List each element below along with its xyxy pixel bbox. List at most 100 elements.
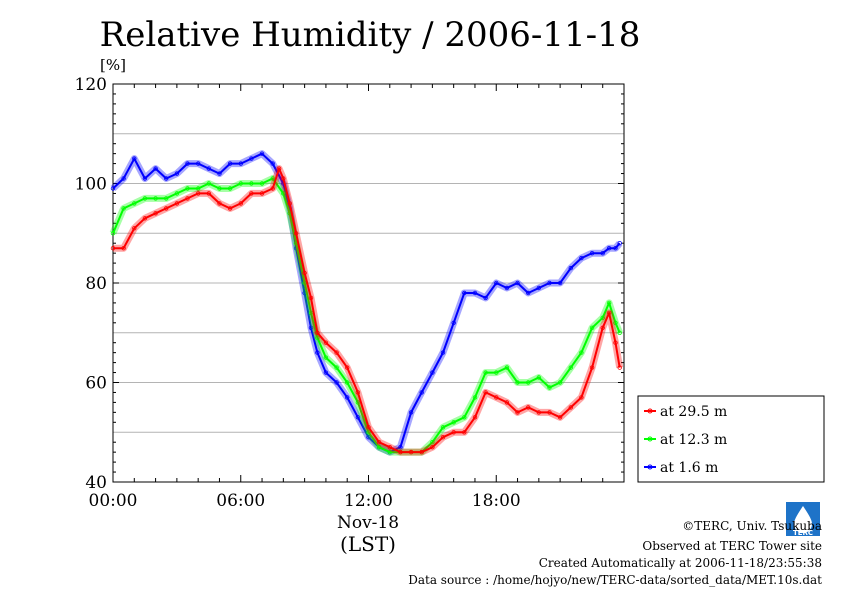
- data-point: [238, 181, 243, 186]
- x-axis-title: (LST): [340, 532, 396, 556]
- data-point: [281, 191, 286, 196]
- data-point: [366, 425, 371, 430]
- footer-copyright: ©TERC, Univ. Tsukuba: [682, 519, 822, 533]
- data-point: [153, 211, 158, 216]
- data-point: [408, 449, 414, 455]
- data-point: [121, 176, 126, 181]
- data-point: [515, 380, 520, 385]
- data-point: [376, 445, 382, 450]
- data-point: [589, 250, 595, 256]
- footer: ©TERC, Univ. Tsukuba Observed at TERC To…: [408, 519, 822, 587]
- data-point: [606, 310, 612, 316]
- data-point: [132, 226, 137, 231]
- data-point: [270, 161, 275, 166]
- data-point: [547, 410, 552, 415]
- data-point: [430, 445, 435, 450]
- data-point: [430, 370, 435, 375]
- data-point: [536, 285, 541, 291]
- data-point: [472, 290, 478, 296]
- data-point: [355, 415, 361, 420]
- data-point: [110, 231, 116, 236]
- data-point: [315, 350, 320, 355]
- series-line-at-29-5-m: [113, 167, 621, 454]
- data-point: [398, 449, 403, 455]
- data-point: [174, 171, 180, 176]
- data-point: [249, 191, 254, 196]
- data-point: [579, 255, 584, 261]
- data-point: [185, 161, 190, 166]
- logo-text: TERC: [793, 529, 813, 537]
- y-tick-label: 100: [75, 175, 107, 195]
- data-point: [526, 405, 531, 410]
- x-tick-label: 00:00: [89, 491, 138, 511]
- data-point: [606, 245, 612, 251]
- data-point: [483, 390, 488, 395]
- data-point: [504, 400, 510, 405]
- data-point: [227, 186, 233, 191]
- data-point: [568, 405, 573, 410]
- data-point: [110, 186, 116, 191]
- legend-label: at 29.5 m: [660, 404, 727, 420]
- data-point: [270, 176, 275, 181]
- data-point: [387, 449, 392, 455]
- data-point: [451, 320, 456, 325]
- y-tick-label: 120: [75, 75, 107, 95]
- data-point: [217, 171, 222, 176]
- terc-logo: TERC: [786, 502, 820, 537]
- data-point: [483, 295, 488, 301]
- data-point: [259, 151, 265, 156]
- data-point: [227, 161, 233, 166]
- data-point: [579, 395, 584, 400]
- x-axis: 00:00 06:00 12:00 18:00: [89, 84, 604, 511]
- data-point: [259, 191, 265, 196]
- y-tick-label: 80: [85, 274, 107, 294]
- data-point: [398, 445, 403, 450]
- data-point: [132, 156, 137, 161]
- data-point: [451, 430, 456, 435]
- data-point: [600, 325, 605, 330]
- y-axis: 40 60 80 100 120: [75, 75, 624, 493]
- data-point: [355, 400, 361, 405]
- data-point: [287, 201, 292, 206]
- legend-marker: [647, 408, 653, 414]
- data-point: [494, 370, 499, 375]
- data-point: [568, 365, 573, 370]
- data-point: [600, 315, 605, 320]
- series-layer: [109, 150, 624, 456]
- data-point: [132, 201, 137, 206]
- data-point: [376, 440, 382, 445]
- data-point: [606, 300, 612, 306]
- data-point: [536, 410, 541, 415]
- data-point: [174, 191, 180, 196]
- data-point: [617, 365, 622, 370]
- data-point: [617, 240, 622, 246]
- data-point: [121, 245, 126, 251]
- data-point: [259, 181, 265, 186]
- data-point: [185, 196, 190, 201]
- y-tick-label: 40: [85, 473, 107, 493]
- data-point: [494, 280, 499, 286]
- data-point: [536, 375, 541, 380]
- data-point: [430, 440, 435, 445]
- x-tick-label: 12:00: [344, 491, 393, 511]
- data-point: [462, 430, 467, 435]
- data-point: [174, 201, 180, 206]
- data-point: [323, 355, 329, 360]
- data-point: [185, 186, 190, 191]
- x-tick-label: 06:00: [216, 491, 265, 511]
- data-point: [613, 320, 618, 325]
- data-point: [557, 380, 563, 385]
- footer-source: Data source : /home/hojyo/new/TERC-data/…: [408, 573, 822, 587]
- data-point: [589, 365, 595, 370]
- data-point: [142, 196, 148, 201]
- data-point: [440, 435, 446, 440]
- legend-label: at 12.3 m: [660, 432, 727, 448]
- data-point: [249, 156, 254, 161]
- data-point: [315, 335, 320, 340]
- data-point: [419, 390, 424, 395]
- data-point: [142, 176, 148, 181]
- data-point: [366, 435, 371, 440]
- data-point: [345, 395, 350, 400]
- data-point: [206, 166, 211, 171]
